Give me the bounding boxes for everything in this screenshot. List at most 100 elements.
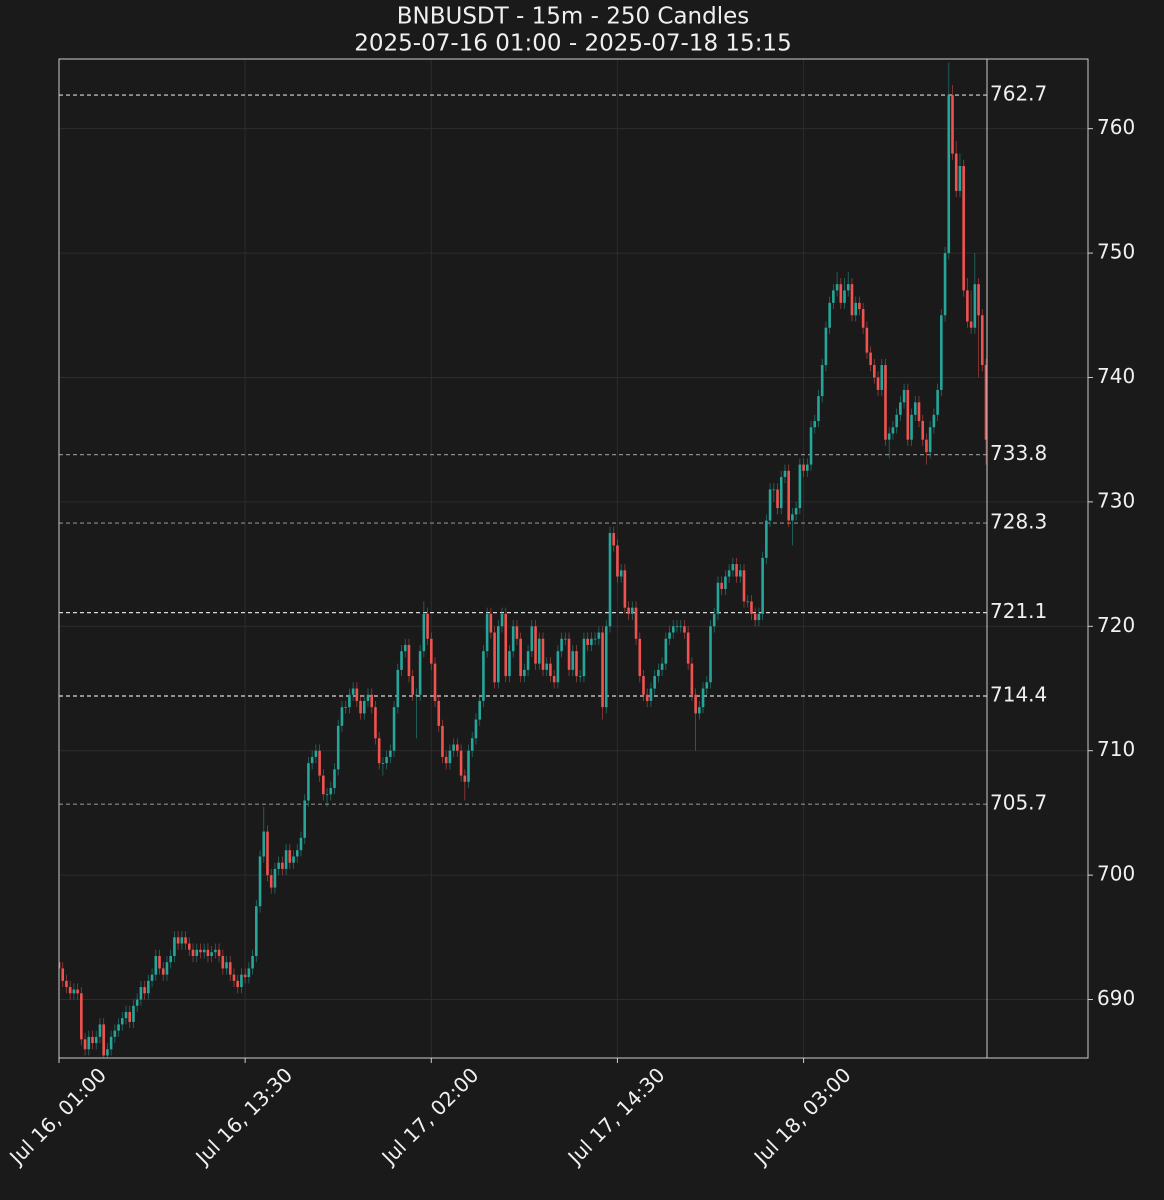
candle-body <box>478 700 481 720</box>
candle-body <box>251 955 254 969</box>
candle-body <box>642 676 645 695</box>
candle-body <box>132 1005 135 1022</box>
y-tick-label: 760 <box>1097 115 1135 139</box>
candle-body <box>947 95 951 254</box>
candle-body <box>500 613 504 627</box>
candle-body <box>214 949 217 953</box>
candle-body <box>217 949 221 956</box>
candle-body <box>429 638 433 664</box>
y-tick-label: 710 <box>1097 737 1135 761</box>
candle-body <box>109 1036 113 1050</box>
candle-body <box>616 545 619 577</box>
candle-body <box>768 489 772 521</box>
candle-body <box>597 632 601 639</box>
candle-body <box>761 557 764 614</box>
candle-body <box>199 949 202 953</box>
candle-body <box>236 980 239 988</box>
candle-body <box>727 570 731 577</box>
candle-body <box>247 968 251 978</box>
candle-body <box>858 302 861 310</box>
candle-body <box>143 987 146 994</box>
candle-body <box>817 396 820 422</box>
candle-body <box>619 570 623 577</box>
candle-body <box>854 302 857 316</box>
candle-body <box>180 937 184 944</box>
candle-body <box>910 414 913 440</box>
candle-body <box>176 937 180 944</box>
candle-body <box>564 638 567 640</box>
candle-body <box>753 613 757 621</box>
plot-frame <box>58 58 1089 1059</box>
candle-body <box>124 1011 128 1019</box>
candle-body <box>333 769 336 789</box>
candle-body <box>407 644 411 677</box>
candle-body <box>750 601 753 614</box>
candle-body <box>779 477 783 509</box>
candle-body <box>928 427 932 453</box>
candle-body <box>880 365 884 390</box>
candle-body <box>195 949 199 956</box>
candle-body <box>657 669 660 677</box>
candle-body <box>485 613 489 652</box>
candle-body <box>277 862 280 869</box>
candle-body <box>701 688 705 708</box>
candle-body <box>683 626 686 633</box>
candle-body <box>738 570 742 577</box>
candle-body <box>623 570 627 608</box>
candle-body <box>322 775 325 795</box>
candle-body <box>552 676 556 683</box>
candle-body <box>281 862 284 869</box>
candle-body <box>679 626 683 628</box>
candle-body <box>653 676 656 689</box>
candle-body <box>835 284 839 291</box>
candle-body <box>370 694 374 708</box>
candle-body <box>582 638 586 677</box>
candle-body <box>586 638 589 645</box>
candle-body <box>645 694 649 701</box>
candle-body <box>966 290 969 322</box>
candle-body <box>493 632 496 683</box>
candle-body <box>392 707 396 751</box>
candle-body <box>742 570 746 602</box>
level-label: 728.3 <box>990 510 1047 534</box>
candle-body <box>567 638 571 670</box>
candle-body <box>917 402 921 422</box>
level-label: 721.1 <box>990 599 1047 623</box>
candle-body <box>876 377 880 390</box>
candle-body <box>709 626 712 683</box>
candle-body <box>530 626 534 652</box>
candle-body <box>165 962 169 975</box>
candle-body <box>969 321 973 328</box>
candle-body <box>362 700 366 714</box>
candle-body <box>958 165 962 191</box>
candle-body <box>515 626 519 639</box>
candle-body <box>184 937 187 944</box>
candle-body <box>686 632 690 664</box>
candle-body <box>210 952 213 956</box>
candle-body <box>65 980 68 988</box>
candle-body <box>560 638 563 652</box>
candle-body <box>288 850 292 863</box>
candle-body <box>593 638 597 640</box>
candle-body <box>403 644 407 652</box>
candle-body <box>951 95 954 154</box>
candles <box>59 62 988 1058</box>
candle-body <box>225 962 228 969</box>
candle-body <box>154 955 158 975</box>
candle-body <box>884 365 887 440</box>
candle-body <box>117 1024 120 1031</box>
candle-body <box>798 464 802 509</box>
candle-body <box>716 582 720 614</box>
candle-body <box>943 253 947 316</box>
y-tick-label: 690 <box>1097 986 1135 1010</box>
candle-body <box>668 632 671 639</box>
candle-body <box>374 707 377 739</box>
candle-body <box>913 402 917 415</box>
candle-body <box>869 352 872 366</box>
candle-body <box>671 626 675 633</box>
candle-body <box>113 1030 117 1037</box>
candle-body <box>861 309 865 328</box>
candle-body <box>348 694 351 708</box>
candle-body <box>59 962 61 969</box>
candle-body <box>273 868 277 888</box>
